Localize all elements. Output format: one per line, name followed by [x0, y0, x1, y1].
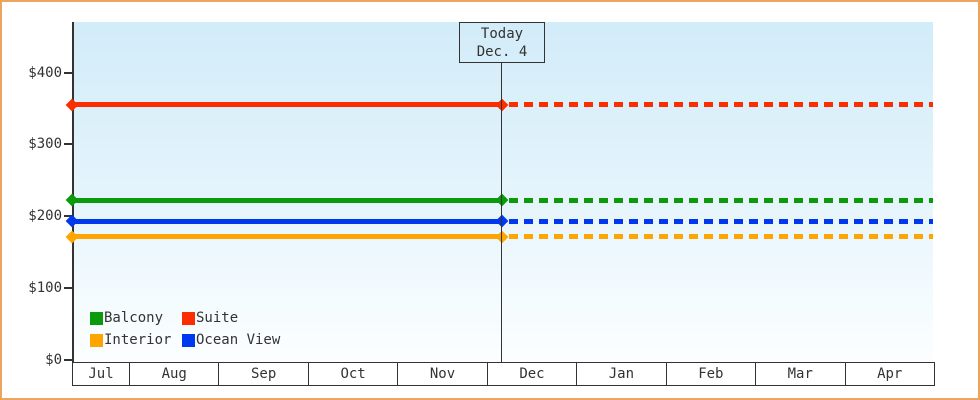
- legend-swatch-icon: [182, 311, 195, 325]
- y-tick-label: $200: [28, 208, 62, 224]
- today-marker-title: Today: [480, 26, 524, 42]
- month-cell-feb: Feb: [667, 363, 757, 385]
- today-vertical-line: [501, 62, 502, 362]
- y-tick-label: $0: [45, 351, 62, 368]
- month-cell-sep: Sep: [219, 363, 309, 385]
- month-cell-oct: Oct: [309, 363, 399, 385]
- series-line-solid-suite: [72, 102, 502, 108]
- y-tick-mark: [64, 71, 72, 74]
- y-tick-mark: [64, 215, 72, 217]
- series-line-solid-ocean-view: [72, 218, 502, 224]
- month-label: Aug: [161, 366, 187, 382]
- month-label: Jan: [608, 366, 635, 382]
- series-line-dashed-balcony: [509, 197, 933, 203]
- legend: Balcony Suite Interior Ocean View: [90, 308, 280, 350]
- y-tick-mark: [64, 286, 72, 289]
- month-label: Oct: [340, 366, 366, 382]
- month-cell-nov: Nov: [398, 363, 488, 385]
- series-line-dashed-suite: [509, 102, 933, 108]
- month-label: Feb: [698, 366, 724, 382]
- month-cell-jul: Jul: [73, 363, 130, 385]
- y-tick-label: $300: [28, 136, 62, 153]
- month-label: Sep: [251, 366, 277, 382]
- legend-item-balcony: Balcony: [90, 308, 182, 328]
- series-line-dashed-ocean-view: [509, 218, 933, 224]
- series-line-dashed-interior: [509, 234, 933, 240]
- series-line-solid-interior: [72, 234, 502, 240]
- legend-swatch-icon: [182, 333, 195, 347]
- month-label: Dec: [519, 366, 545, 382]
- legend-label: Suite: [196, 310, 239, 326]
- y-tick-mark: [64, 358, 72, 361]
- month-cell-aug: Aug: [130, 363, 220, 385]
- month-cell-jan: Jan: [577, 363, 667, 385]
- y-axis-line: [72, 22, 74, 363]
- series-line-solid-balcony: [72, 197, 502, 203]
- x-axis-month-band: Jul Aug Sep Oct Nov Dec Jan Feb Mar Apr: [72, 362, 935, 386]
- month-cell-mar: Mar: [756, 363, 846, 385]
- legend-label: Balcony: [104, 310, 164, 326]
- month-label: Apr: [877, 366, 903, 382]
- legend-label: Ocean View: [196, 332, 281, 348]
- legend-label: Interior: [104, 332, 172, 348]
- month-label: Mar: [787, 366, 813, 382]
- plot-area: [74, 22, 933, 363]
- legend-item-suite: Suite: [182, 308, 280, 328]
- legend-item-interior: Interior: [90, 330, 182, 350]
- y-tick-label: $100: [28, 279, 62, 296]
- month-label: Nov: [429, 366, 456, 382]
- today-marker-box: Today Dec. 4: [459, 22, 545, 63]
- y-tick-label: $400: [28, 64, 62, 81]
- month-cell-apr: Apr: [846, 363, 934, 385]
- today-marker-date: Dec. 4: [476, 44, 528, 60]
- legend-swatch-icon: [90, 333, 103, 347]
- legend-swatch-icon: [90, 311, 103, 325]
- y-tick-mark: [64, 143, 72, 146]
- month-label: Jul: [88, 366, 114, 382]
- legend-item-ocean-view: Ocean View: [182, 330, 280, 350]
- month-cell-dec: Dec: [488, 363, 578, 385]
